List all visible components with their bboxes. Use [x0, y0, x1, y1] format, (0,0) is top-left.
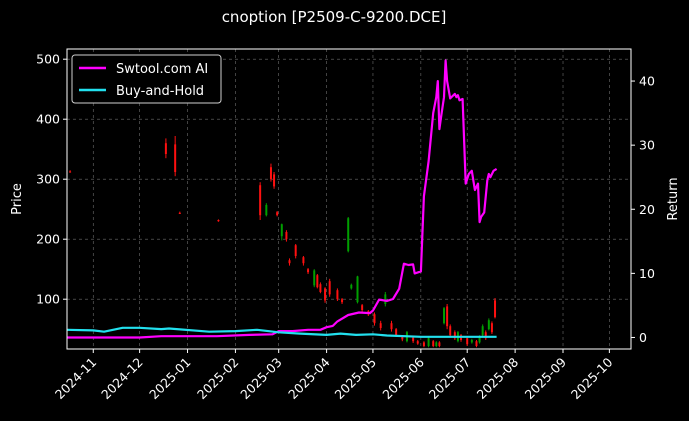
- y-tick-label: 200: [36, 232, 60, 247]
- legend-label-ai: Swtool.com AI: [116, 62, 208, 77]
- legend-box: [71, 54, 222, 104]
- candle-body: [470, 340, 473, 343]
- candle-body: [481, 326, 484, 336]
- candle-body: [302, 257, 305, 264]
- candle-body: [475, 341, 478, 346]
- candle-body: [401, 336, 404, 340]
- candle-body: [313, 270, 316, 286]
- candle-body: [341, 299, 344, 303]
- legend-label-hold: Buy-and-Hold: [116, 84, 204, 99]
- candle-body: [273, 174, 276, 187]
- candle-body: [373, 314, 376, 324]
- candle-body: [390, 323, 393, 330]
- candle-body: [347, 218, 350, 252]
- candle-body: [395, 329, 398, 336]
- candle-body: [490, 323, 493, 333]
- candle-body: [478, 336, 481, 343]
- candles: [69, 136, 497, 348]
- y2-tick-label: 0: [639, 330, 647, 345]
- candle-body: [350, 284, 353, 289]
- candle-body: [259, 185, 262, 216]
- candle-body: [432, 341, 435, 346]
- y2-tick-label: 10: [639, 266, 655, 281]
- candle-body: [285, 232, 288, 240]
- y-axis-left: 100 200 300 400 500: [36, 52, 67, 307]
- y-tick-label: 400: [36, 112, 60, 127]
- candle-body: [288, 260, 291, 264]
- candle-body: [164, 143, 167, 154]
- candle-body: [453, 332, 456, 339]
- candle-body: [435, 342, 438, 346]
- candle-body: [412, 337, 415, 342]
- y-axis-right: 0 10 20 30 40: [631, 74, 655, 345]
- candle-body: [449, 326, 452, 336]
- candle-body: [324, 288, 327, 301]
- candle-body: [294, 245, 297, 256]
- candle-body: [265, 205, 268, 216]
- series-line-ai: [67, 59, 498, 339]
- y-tick-label: 500: [36, 52, 60, 67]
- plot-frame: [66, 48, 632, 350]
- y2-tick-label: 40: [639, 74, 655, 89]
- candle-body: [466, 338, 469, 345]
- candle-body: [422, 342, 425, 346]
- candle-body: [443, 308, 446, 324]
- candle-body: [69, 171, 72, 173]
- y2-tick-label: 20: [639, 202, 655, 217]
- candle-body: [484, 332, 487, 339]
- candle-body: [494, 300, 497, 318]
- y-tick-label: 100: [36, 292, 60, 307]
- series-line-hold: [66, 326, 497, 338]
- candle-body: [217, 220, 220, 222]
- legend: Swtool.com AI Buy-and-Hold: [71, 54, 222, 104]
- candle-body: [361, 305, 364, 310]
- candle-body: [336, 290, 339, 300]
- candle-body: [379, 323, 382, 328]
- candle-body: [427, 338, 430, 346]
- y2-tick-label: 30: [639, 138, 655, 153]
- candle-body: [384, 294, 387, 304]
- candle-body: [174, 144, 177, 172]
- y-axis-label: Price: [10, 183, 25, 215]
- candle-body: [416, 341, 419, 344]
- chart-title: cnoption [P2509-C-9200.DCE]: [222, 8, 447, 26]
- candle-body: [319, 284, 322, 292]
- candle-body: [316, 275, 319, 288]
- candle-body: [356, 276, 359, 303]
- candle-body: [276, 212, 279, 216]
- candle-body: [487, 320, 490, 330]
- candle-body: [307, 269, 310, 273]
- candle-body: [178, 212, 181, 214]
- candle-body: [446, 306, 449, 327]
- y2-axis-label: Return: [666, 177, 681, 220]
- candle-body: [438, 342, 441, 346]
- candle-body: [328, 281, 331, 295]
- series-lines: [66, 59, 498, 339]
- y-tick-label: 300: [36, 172, 60, 187]
- candle-body: [280, 224, 283, 237]
- candle-body: [269, 167, 272, 180]
